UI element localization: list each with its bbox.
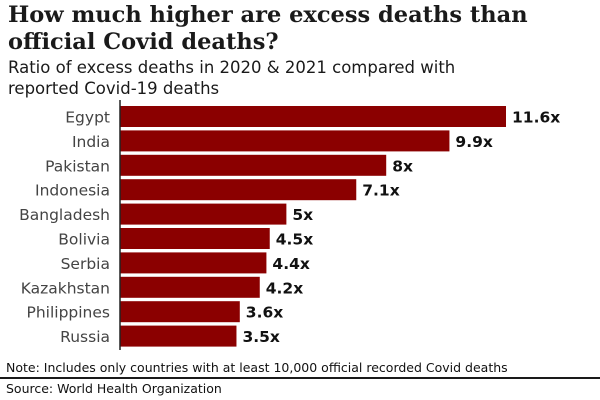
category-label-serbia: Serbia [61,255,110,273]
category-label-indonesia: Indonesia [35,182,110,200]
bar-chart: Egypt 11.6x India 9.9x Pakistan 8x Indonesia 7.… [19,100,560,350]
value-label-bangladesh: 5x [292,206,313,224]
chart-title-line-2: official Covid deaths? [8,29,279,55]
bar-pakistan [120,154,387,176]
bar-philippines [120,301,240,323]
bar-india [120,130,450,152]
category-label-kazakhstan: Kazakhstan [21,279,110,297]
chart-note: Note: Includes only countries with at le… [6,360,508,375]
bar-russia [120,325,237,347]
chart-title-line-1: How much higher are excess deaths than [8,2,528,28]
category-label-bolivia: Bolivia [58,231,110,249]
bar-bangladesh [120,203,287,225]
category-label-pakistan: Pakistan [45,157,110,175]
value-label-egypt: 11.6x [512,109,560,127]
bar-serbia [120,252,267,274]
category-label-egypt: Egypt [65,109,110,127]
bar-bolivia [120,228,270,249]
chart-subtitle: Ratio of excess deaths in 2020 & 2021 co… [8,57,593,99]
value-label-indonesia: 7.1x [362,182,399,200]
chart-source: Source: World Health Organization [6,381,222,396]
chart-subtitle-line-1: Ratio of excess deaths in 2020 & 2021 co… [8,58,456,77]
value-label-bolivia: 4.5x [276,231,313,249]
bar-indonesia [120,179,357,201]
bar-kazakhstan [120,276,260,298]
category-label-india: India [72,133,110,151]
category-label-philippines: Philippines [26,304,110,322]
value-label-pakistan: 8x [392,157,413,175]
chart-subtitle-line-2: reported Covid-19 deaths [8,79,220,98]
category-label-bangladesh: Bangladesh [19,206,110,224]
value-label-serbia: 4.4x [272,255,309,273]
value-label-kazakhstan: 4.2x [266,279,303,297]
chart-title: How much higher are excess deaths than o… [8,2,593,56]
value-label-russia: 3.5x [242,328,279,346]
category-label-russia: Russia [60,328,110,346]
value-label-philippines: 3.6x [246,304,283,322]
value-label-india: 9.9x [455,133,492,151]
bar-egypt [120,106,506,127]
source-divider [0,377,600,379]
